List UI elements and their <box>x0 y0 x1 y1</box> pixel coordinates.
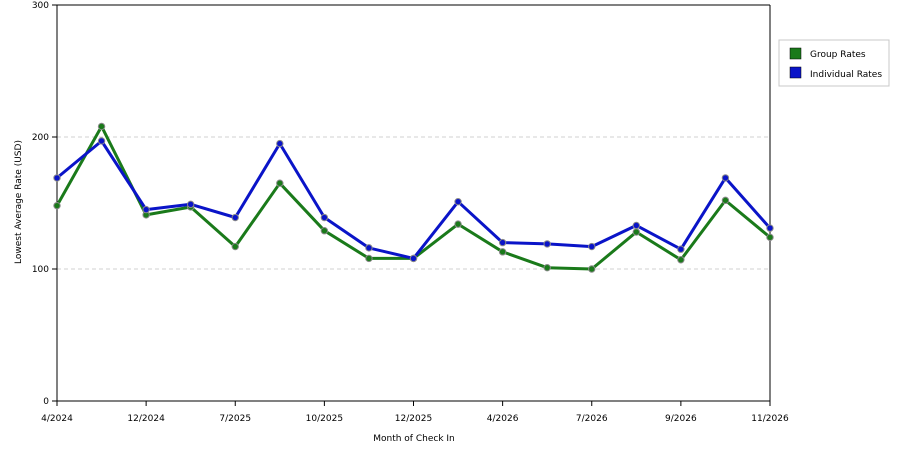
data-point-individual-rates <box>721 174 730 182</box>
y-tick-label: 0 <box>43 397 49 407</box>
data-point-group-rates <box>320 227 329 235</box>
data-point-individual-rates <box>766 224 774 232</box>
series-points <box>53 122 774 273</box>
x-tick-label: 12/2024 <box>127 414 165 424</box>
legend-swatch-individual-rates <box>789 66 802 79</box>
data-point-individual-rates <box>677 245 685 253</box>
data-point-individual-rates <box>276 139 284 148</box>
y-tick-label: 200 <box>32 133 49 143</box>
series-line-individual-rates <box>55 139 772 260</box>
y-tick-label: 100 <box>32 265 49 275</box>
data-point-individual-rates <box>588 242 596 251</box>
data-point-individual-rates <box>409 254 418 263</box>
data-point-individual-rates <box>231 213 239 222</box>
legend-label-group-rates: Group Rates <box>810 50 866 60</box>
data-point-group-rates <box>588 265 596 273</box>
x-tick-label: 12/2025 <box>395 414 432 424</box>
data-point-group-rates <box>53 201 61 210</box>
data-point-individual-rates <box>498 238 507 247</box>
x-tick-label: 4/2024 <box>41 414 73 424</box>
data-point-individual-rates <box>543 240 551 248</box>
legend: Group Rates Individual Rates <box>778 39 890 87</box>
x-tick-label: 4/2026 <box>487 414 519 424</box>
data-point-group-rates <box>276 179 284 187</box>
data-point-individual-rates <box>454 197 462 206</box>
data-point-group-rates <box>721 196 730 205</box>
series-line-group-rates <box>55 124 772 271</box>
legend-swatch-group-rates <box>789 47 802 60</box>
y-tick-label: 300 <box>32 1 49 11</box>
data-point-group-rates <box>231 242 239 251</box>
legend-box <box>778 39 890 87</box>
data-point-group-rates <box>543 263 551 272</box>
legend-label-individual-rates: Individual Rates <box>810 70 882 80</box>
data-point-individual-rates <box>632 221 641 230</box>
y-axis-label: Lowest Average Rate (USD) <box>14 140 24 264</box>
data-point-group-rates <box>632 228 641 236</box>
data-point-individual-rates <box>186 200 195 209</box>
data-point-individual-rates <box>97 137 106 145</box>
x-axis-label: Month of Check In <box>373 434 455 444</box>
tick-labels: 0 100 200 300 4/2024 12/2024 7/2025 10/2025 12/2… <box>32 1 789 424</box>
data-point-group-rates <box>365 254 373 263</box>
data-point-individual-rates <box>365 244 373 252</box>
data-point-individual-rates <box>320 213 329 222</box>
x-tick-label: 11/2026 <box>751 414 789 424</box>
x-tick-label: 7/2025 <box>219 414 251 424</box>
data-point-individual-rates <box>53 174 61 182</box>
x-tick-label: 9/2026 <box>665 414 697 424</box>
data-point-group-rates <box>498 248 507 256</box>
series-lines <box>55 124 772 271</box>
data-point-individual-rates <box>142 205 150 214</box>
data-point-group-rates <box>677 256 685 264</box>
x-tick-label: 10/2025 <box>306 414 343 424</box>
data-point-group-rates <box>97 122 106 131</box>
data-point-group-rates <box>766 233 774 242</box>
x-tick-label: 7/2026 <box>576 414 608 424</box>
axes <box>52 4 771 406</box>
data-point-group-rates <box>454 220 462 228</box>
